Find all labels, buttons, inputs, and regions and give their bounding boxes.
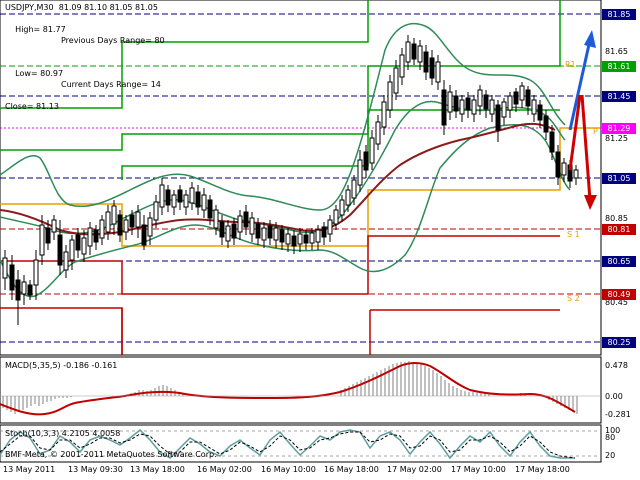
pivot-tag-s2: S 2 [567,294,580,303]
price-tick: 80.85 [605,214,628,223]
price-tick: 81.25 [605,134,628,143]
time-label: 16 May 02:00 [197,465,252,474]
stoch-signal-line [0,431,576,459]
bollinger-lower [0,124,571,298]
level-label: 80.25 [602,337,636,348]
close-value: Close= 81.13 [5,102,59,111]
support-step-line [0,235,560,295]
symbol-ohlc: USDJPY,M30 81.09 81.10 81.05 81.05 [5,3,158,12]
level-label: 81.45 [602,91,636,102]
macd-frame [0,356,602,424]
macd-tick: 0.00 [605,392,623,401]
level-label: 81.05 [602,173,636,184]
chart-header: USDJPY,M30 81.09 81.10 81.05 81.05 High=… [5,2,165,112]
macd-tick: 0.478 [605,361,628,370]
time-label: 17 May 18:00 [515,465,570,474]
time-label: 17 May 10:00 [451,465,506,474]
level-label: 81.85 [602,9,636,20]
stoch-title: Stoch(10,3,3) 4.2105 4.0058 [5,429,121,438]
time-label: 16 May 18:00 [324,465,379,474]
pivot-step-line [0,127,600,247]
forecast-down-arrow [568,94,597,210]
level-label: 81.29 [602,123,636,134]
time-label: 16 May 10:00 [261,465,316,474]
macd-signal-line [0,362,576,416]
level-label: 81.61 [602,61,636,72]
pivot-tag-s1: S 1 [567,230,580,239]
curr-days-range: Current Days Range= 14 [61,80,161,89]
time-label: 13 May 18:00 [130,465,185,474]
time-label: 13 May 09:30 [68,465,123,474]
level-label: 80.81 [602,224,636,235]
pivot-tag-r1: R1 [565,60,576,69]
resistance-step-line-2 [0,0,369,109]
stoch-tick: 80 [605,433,616,442]
stoch-levels [0,430,601,457]
level-label: 80.49 [602,289,636,300]
stoch-tick: 20 [605,451,616,460]
copyright: BMF-Meta, © 2001-2011 MetaQuotes Softwar… [5,450,217,459]
macd-tick: -0.281 [605,410,631,419]
low-value: Low= 80.97 [15,69,64,78]
price-tick: 80.45 [605,298,628,307]
price-tick: 81.65 [605,47,628,56]
stoch-tick: 100 [605,426,621,435]
forecast-up-arrow [568,30,596,131]
candlesticks [2,35,579,325]
bollinger-upper [0,22,566,211]
macd-title: MACD(5,35,5) -0.186 -0.161 [5,361,118,370]
high-value: High= 81.77 [15,25,66,34]
time-label: 17 May 02:00 [387,465,442,474]
time-label: 13 May 2011 [3,465,56,474]
level-label: 80.65 [602,256,636,267]
pivot-tag-p: P [593,127,598,136]
prev-days-range: Previous Days Range= 80 [61,36,165,45]
